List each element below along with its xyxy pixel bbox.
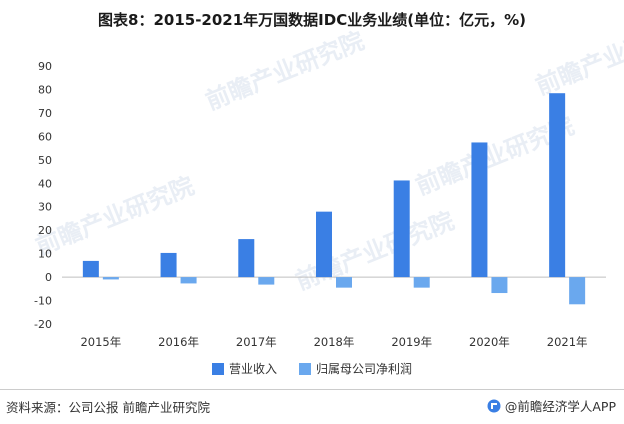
legend: 营业收入 归属母公司净利润: [0, 360, 624, 377]
bar-revenue: [471, 142, 488, 278]
bar-revenue: [238, 239, 255, 278]
brand-logo-icon: [487, 399, 501, 412]
bar-revenue: [82, 260, 99, 278]
legend-label-net-profit: 归属母公司净利润: [316, 362, 413, 376]
y-tick-label: 70: [38, 107, 52, 120]
legend-swatch-net-profit: [299, 362, 311, 375]
bar-net-profit: [336, 277, 352, 288]
y-tick-label: -20: [34, 318, 52, 331]
footer-divider: [0, 389, 624, 390]
y-tick-label: 0: [45, 271, 52, 284]
y-tick-label: 40: [38, 177, 52, 190]
y-tick-label: 30: [38, 201, 52, 214]
bar-revenue: [316, 211, 332, 278]
chart-title: 图表8：2015-2021年万国数据IDC业务业绩(单位：亿元，%): [98, 11, 526, 29]
brand-credit: @前瞻经济学人APP: [487, 396, 616, 415]
y-tick-label: 80: [38, 83, 52, 96]
x-tick-label: 2018年: [314, 335, 355, 349]
watermark-text: 前瞻产业研究院: [202, 27, 368, 116]
y-tick-label: 20: [38, 224, 52, 237]
x-tick-label: 2021年: [547, 335, 588, 349]
bar-net-profit: [491, 277, 508, 294]
watermark-text: 前瞻产业研究院: [32, 172, 198, 261]
y-tick-label: 60: [38, 130, 52, 143]
brand-text: @前瞻经济学人APP: [504, 399, 616, 414]
bar-revenue: [393, 180, 410, 278]
x-tick-label: 2016年: [158, 335, 199, 349]
y-tick-label: -10: [34, 295, 52, 308]
legend-swatch-revenue: [211, 362, 224, 375]
y-tick-label: 90: [38, 60, 52, 73]
x-tick-label: 2017年: [236, 335, 277, 349]
legend-item-net-profit: 归属母公司净利润: [299, 360, 412, 377]
x-tick-label: 2015年: [80, 335, 121, 349]
watermark-text: 前瞻产业研究院: [532, 12, 624, 101]
bar-revenue: [160, 252, 177, 278]
x-tick-label: 2020年: [469, 335, 510, 349]
y-tick-label: 10: [38, 248, 52, 261]
y-tick-label: 50: [38, 154, 52, 167]
bar-net-profit: [258, 277, 275, 285]
bar-net-profit: [102, 277, 119, 280]
bar-revenue: [549, 93, 566, 278]
bar-net-profit: [569, 277, 586, 305]
bar-net-profit: [413, 277, 430, 288]
x-tick-label: 2019年: [391, 335, 432, 349]
source-note: 资料来源：公司公报 前瞻产业研究院: [6, 400, 210, 415]
legend-item-revenue: 营业收入: [211, 360, 277, 377]
legend-label-revenue: 营业收入: [228, 362, 277, 376]
bar-net-profit: [180, 277, 197, 284]
